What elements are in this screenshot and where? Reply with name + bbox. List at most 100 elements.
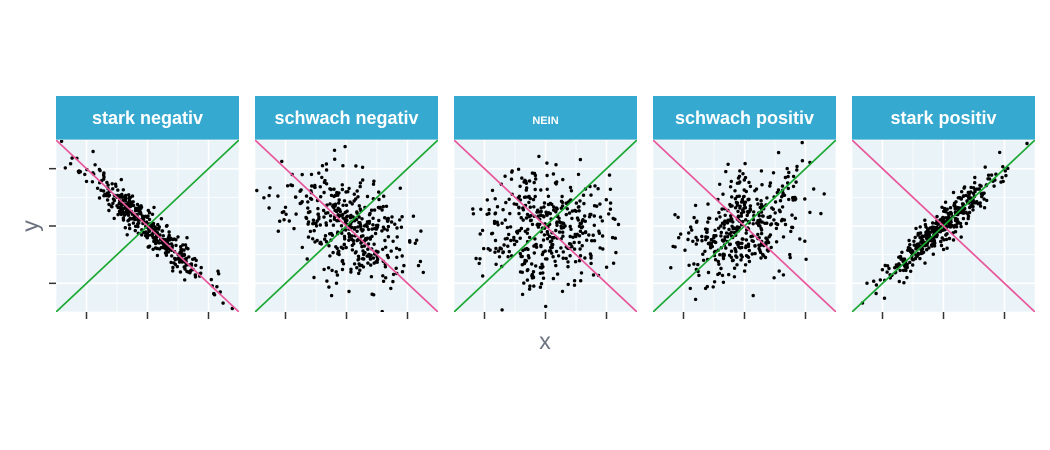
- scatter-point: [566, 260, 570, 264]
- scatter-point: [372, 293, 376, 297]
- scatter-point: [741, 237, 745, 241]
- scatter-point: [496, 223, 500, 227]
- panel-5: stark positiv: [851, 96, 1036, 319]
- scatter-point: [304, 215, 308, 220]
- scatter-point: [153, 246, 158, 250]
- scatter-point: [282, 210, 286, 214]
- scatter-point: [177, 260, 182, 264]
- scatter-point: [773, 211, 777, 215]
- scatter-point: [971, 191, 976, 195]
- scatter-point: [418, 259, 423, 264]
- scatter-point: [887, 266, 891, 271]
- scatter-point: [773, 200, 778, 204]
- scatter-point: [375, 257, 380, 262]
- scatter-point: [528, 284, 532, 288]
- scatter-point: [753, 251, 757, 256]
- scatter-point: [131, 221, 136, 225]
- scatter-point: [289, 183, 293, 187]
- scatter-point: [365, 194, 370, 199]
- scatter-point: [592, 239, 597, 243]
- scatter-point: [803, 239, 807, 243]
- scatter-point: [874, 283, 879, 287]
- scatter-point: [113, 182, 118, 186]
- scatter-point: [692, 215, 696, 220]
- scatter-point: [349, 267, 353, 271]
- scatter-point: [109, 204, 114, 208]
- scatter-point: [568, 185, 573, 190]
- scatter-point: [541, 250, 545, 254]
- scatter-point: [326, 266, 331, 270]
- scatter-point: [384, 276, 388, 280]
- scatter-point: [360, 217, 364, 221]
- panel-plot-area: [852, 140, 1035, 312]
- scatter-point: [943, 200, 948, 204]
- scatter-point: [360, 165, 365, 169]
- scatter-point: [897, 262, 901, 266]
- scatter-point: [718, 182, 722, 186]
- scatter-point: [978, 183, 982, 187]
- reference-line-negative-diagonal: [653, 140, 836, 312]
- scatter-point: [97, 196, 102, 200]
- scatter-point: [413, 241, 417, 245]
- scatter-point: [532, 251, 536, 255]
- scatter-point: [421, 270, 425, 275]
- scatter-point: [747, 259, 752, 264]
- scatter-point: [729, 230, 734, 234]
- scatter-point: [267, 206, 271, 210]
- scatter-point: [365, 254, 369, 258]
- scatter-point: [317, 217, 321, 221]
- scatter-point: [280, 159, 284, 164]
- scatter-point: [927, 233, 931, 237]
- scatter-point: [676, 215, 680, 219]
- scatter-point: [262, 196, 266, 200]
- scatter-point: [985, 198, 989, 203]
- scatter-point: [954, 200, 958, 204]
- panel-plot-area: [255, 140, 438, 312]
- scatter-point: [923, 218, 927, 222]
- scatter-point: [719, 224, 723, 228]
- scatter-point: [512, 235, 516, 240]
- scatter-point: [112, 198, 117, 203]
- scatter-point: [705, 230, 709, 234]
- scatter-point: [554, 228, 558, 233]
- scatter-point: [545, 237, 550, 241]
- scatter-point: [905, 262, 909, 267]
- scatter-point: [324, 240, 329, 244]
- scatter-point: [897, 279, 901, 284]
- scatter-point: [357, 215, 361, 219]
- scatter-point: [329, 231, 333, 236]
- scatter-point: [744, 238, 749, 242]
- scatter-point: [951, 238, 956, 242]
- scatter-point: [140, 233, 144, 237]
- scatter-point: [771, 171, 776, 175]
- scatter-point: [604, 198, 608, 202]
- scatter-point: [755, 197, 759, 201]
- scatter-point: [793, 216, 798, 220]
- reference-line-negative-diagonal: [56, 140, 239, 312]
- scatter-point: [578, 254, 583, 258]
- scatter-point: [908, 260, 912, 265]
- scatter-point: [753, 244, 757, 248]
- scatter-point: [284, 212, 288, 216]
- scatter-point: [527, 179, 532, 183]
- scatter-point: [495, 220, 499, 224]
- scatter-point: [300, 172, 304, 177]
- scatter-point: [380, 309, 384, 312]
- scatter-point: [708, 246, 713, 250]
- scatter-point: [352, 262, 357, 266]
- scatter-point: [587, 233, 591, 237]
- scatter-point: [312, 229, 316, 233]
- scatter-point: [757, 214, 761, 218]
- scatter-point: [781, 235, 786, 239]
- scatter-point: [757, 219, 762, 224]
- scatter-point: [905, 265, 909, 270]
- scatter-point: [759, 199, 763, 203]
- scatter-point: [966, 195, 971, 199]
- scatter-point: [343, 219, 348, 223]
- scatter-point: [341, 262, 346, 266]
- scatter-point: [70, 156, 74, 160]
- scatter-point: [600, 234, 605, 238]
- scatter-point: [972, 186, 976, 190]
- scatter-point: [539, 282, 544, 286]
